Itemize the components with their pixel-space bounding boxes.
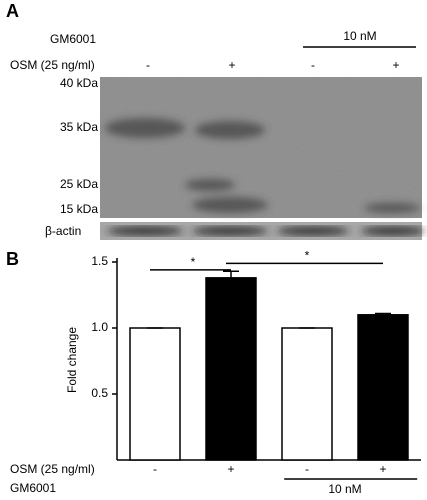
x-tick-label: -	[305, 462, 309, 476]
bar	[281, 327, 333, 461]
y-tick-label: 1.5	[91, 254, 108, 268]
stimulus-label: OSM (25 ng/ml)	[10, 58, 95, 72]
stimulus-sign: -	[146, 58, 150, 72]
marker-label: 40 kDa	[60, 76, 98, 90]
bar	[205, 277, 257, 461]
stimulus-sign: +	[392, 58, 399, 72]
treatment-group: 10 nM	[343, 29, 376, 43]
x-tick-label: +	[379, 462, 386, 476]
x-tick-label: -	[153, 462, 157, 476]
error-bar	[375, 312, 391, 315]
blot	[100, 77, 425, 240]
error-bar	[223, 270, 239, 278]
marker-label: 15 kDa	[60, 202, 98, 216]
loading-control-label: β-actin	[45, 224, 81, 238]
stimulus-sign: -	[311, 58, 315, 72]
bar	[357, 314, 409, 461]
marker-label: 35 kDa	[60, 120, 98, 134]
x-axis-title: OSM (25 ng/ml)	[10, 462, 95, 476]
treatment-label: GM6001	[50, 32, 96, 46]
y-axis-title: Fold change	[65, 327, 79, 393]
y-tick-label: 1.0	[91, 320, 108, 334]
bar	[129, 327, 181, 461]
panel-label: A	[6, 1, 19, 21]
y-tick-label: 0.5	[91, 386, 108, 400]
significance-label: *	[191, 255, 196, 269]
stimulus-sign: +	[228, 58, 235, 72]
group-row-label: GM6001	[10, 481, 56, 495]
panel-label: B	[6, 249, 19, 269]
marker-label: 25 kDa	[60, 177, 98, 191]
group-label: 10 nM	[328, 482, 361, 496]
x-tick-label: +	[227, 462, 234, 476]
significance-label: *	[305, 248, 310, 262]
